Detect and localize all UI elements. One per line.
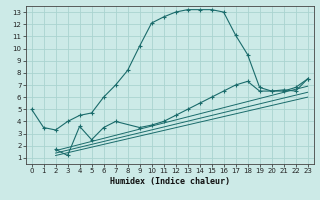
X-axis label: Humidex (Indice chaleur): Humidex (Indice chaleur) <box>109 177 230 186</box>
